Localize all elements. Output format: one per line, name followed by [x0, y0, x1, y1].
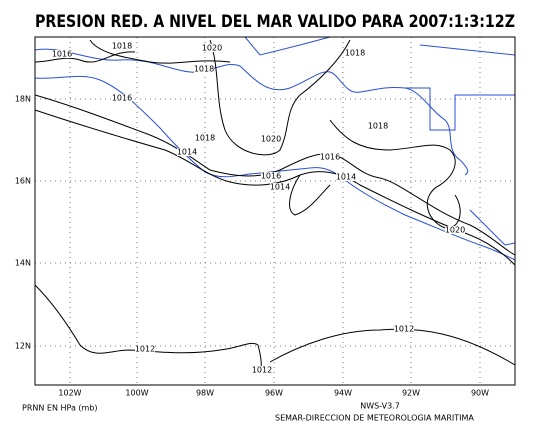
contour-label: 1014	[177, 148, 197, 157]
contour-labels: 1016 1018 1020 1018 1016 1018 1018 1018 1020 1014…	[52, 42, 465, 375]
source-note: SEMAR-DIRECCION DE METEOROLOGIA MARITIMA	[275, 414, 474, 423]
lat-label: 16N	[15, 177, 31, 186]
label-background	[270, 183, 290, 191]
contour-label: 1014	[336, 173, 356, 182]
label-background	[261, 135, 281, 143]
lon-label: 94W	[334, 389, 352, 398]
label-background	[320, 153, 340, 161]
label-background	[445, 226, 465, 234]
contour-label: 1012	[135, 345, 155, 354]
contour-label: 1018	[194, 65, 214, 74]
label-background	[336, 173, 356, 181]
coastlines	[34, 36, 516, 261]
contour-label: 1012	[252, 366, 272, 375]
contour-label: 1016	[52, 50, 72, 59]
label-background	[368, 122, 388, 130]
label-background	[135, 345, 155, 353]
contour-label: 1018	[112, 42, 132, 51]
contour-label: 1020	[445, 226, 465, 235]
lon-label: 100W	[125, 389, 148, 398]
version-note: NWS-V3.7	[360, 402, 400, 411]
lon-label: 96W	[265, 389, 283, 398]
lon-label: 102W	[58, 389, 81, 398]
contour-label: 1012	[394, 325, 414, 334]
lon-label: 98W	[196, 389, 214, 398]
label-background	[252, 366, 272, 374]
contour-label: 1016	[112, 94, 132, 103]
label-background	[394, 325, 414, 333]
contour-label: 1018	[368, 122, 388, 131]
lon-label: 90W	[471, 389, 489, 398]
map-title: PRESION RED. A NIVEL DEL MAR VALIDO PARA…	[35, 12, 515, 32]
contour-label: 1014	[270, 183, 290, 192]
label-background	[345, 49, 365, 57]
contour-label: 1018	[195, 134, 215, 143]
map-frame	[34, 36, 516, 386]
lat-label: 14N	[15, 259, 31, 268]
label-background	[202, 44, 222, 52]
lat-label: 12N	[15, 342, 31, 351]
lon-label: 92W	[402, 389, 420, 398]
label-background	[261, 172, 281, 180]
label-background	[194, 65, 214, 73]
contour-label: 1018	[345, 49, 365, 58]
label-background	[177, 148, 197, 156]
contour-label: 1020	[202, 44, 222, 53]
units-note: PRNN EN HPa (mb)	[22, 404, 98, 413]
label-background	[112, 42, 132, 50]
lat-label: 18N	[15, 95, 31, 104]
contour-label: 1020	[261, 135, 281, 144]
label-background	[52, 50, 72, 58]
contour-label: 1016	[261, 172, 281, 181]
label-background	[112, 94, 132, 102]
contour-label: 1016	[320, 153, 340, 162]
label-background	[195, 134, 215, 142]
